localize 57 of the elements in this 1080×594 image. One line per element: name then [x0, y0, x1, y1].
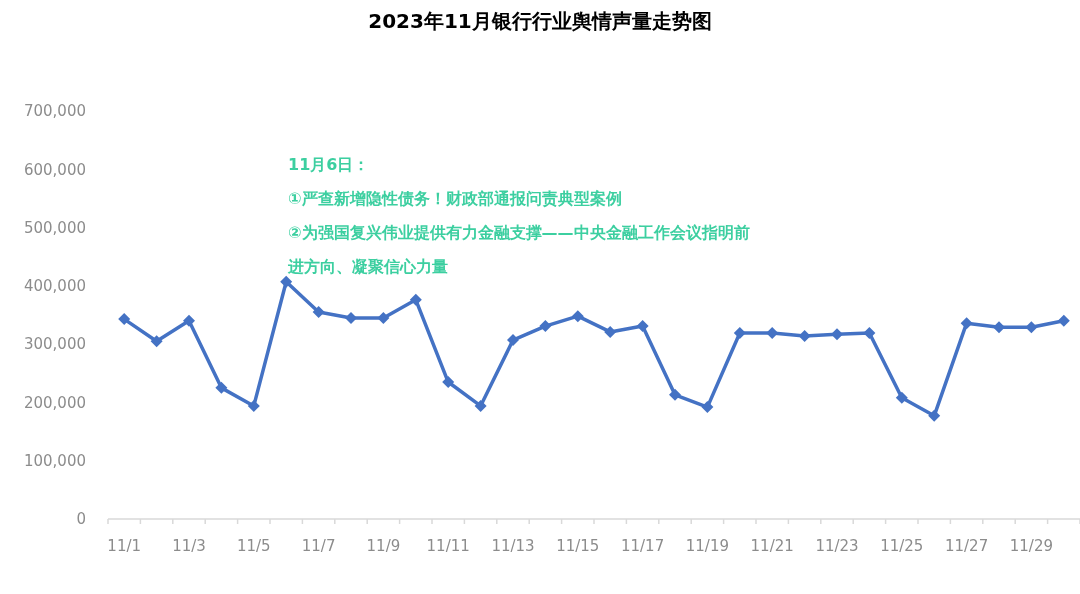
point: [474, 399, 487, 412]
y-tick-label: 100,000: [23, 451, 86, 470]
point: [345, 311, 357, 324]
y-tick-label: 600,000: [23, 160, 86, 179]
x-tick-label: 11/7: [301, 537, 336, 555]
x-tick-label: 11/17: [620, 537, 665, 555]
point: [1025, 321, 1038, 334]
point: [539, 320, 552, 333]
x-tick-label: 11/25: [880, 537, 924, 555]
point: [960, 317, 973, 330]
point: [409, 293, 422, 306]
x-tick-label: 11/23: [815, 537, 859, 555]
point: [183, 314, 195, 327]
point: [669, 388, 681, 401]
point: [863, 327, 876, 340]
point: [1057, 314, 1070, 327]
point: [571, 310, 584, 323]
annotation: ①严查新增隐性债务！财政部通报问责典型案例: [288, 189, 622, 208]
annotation: 11月6日：: [288, 155, 370, 174]
point: [733, 327, 746, 340]
point: [118, 313, 131, 326]
y-tick-label: 400,000: [23, 277, 86, 296]
y-tick-label: 200,000: [23, 393, 86, 412]
chart-title: 2023年11月银行行业舆情声量走势图: [368, 9, 712, 33]
x-tick-label: 11/13: [491, 537, 535, 555]
point: [150, 335, 163, 348]
x-tick-label: 11/9: [366, 537, 401, 555]
y-tick-label: 500,000: [23, 218, 86, 237]
point: [247, 399, 260, 412]
point: [215, 381, 228, 394]
point: [831, 328, 843, 341]
point: [442, 376, 455, 389]
point: [895, 391, 908, 404]
x-tick-label: 11/11: [426, 537, 470, 555]
point: [928, 409, 941, 422]
y-tick-label: 700,000: [23, 102, 86, 121]
point: [636, 320, 649, 333]
y-tick-label: 300,000: [23, 335, 86, 354]
point: [280, 275, 293, 288]
x-tick-label: 11/15: [556, 537, 600, 555]
x-tick-label: 11/29: [1009, 537, 1054, 555]
point: [604, 325, 617, 338]
x-tick-label: 11/27: [944, 537, 989, 555]
x-tick-label: 11/19: [685, 537, 730, 555]
point: [377, 311, 390, 324]
point: [312, 306, 325, 319]
point: [701, 401, 714, 414]
x-tick-label: 11/1: [107, 537, 142, 555]
point: [507, 334, 519, 347]
x-tick-label: 11/5: [236, 537, 271, 555]
x-tick-label: 11/3: [172, 537, 206, 555]
annotation: ②为强国复兴伟业提供有力金融支撑——中央金融工作会议指明前: [288, 223, 750, 242]
x-tick-label: 11/21: [750, 537, 794, 555]
point: [993, 321, 1005, 334]
y-tick-label: 0: [76, 510, 86, 529]
point: [798, 329, 811, 342]
annotation: 进方向、凝聚信心力量: [287, 257, 448, 276]
